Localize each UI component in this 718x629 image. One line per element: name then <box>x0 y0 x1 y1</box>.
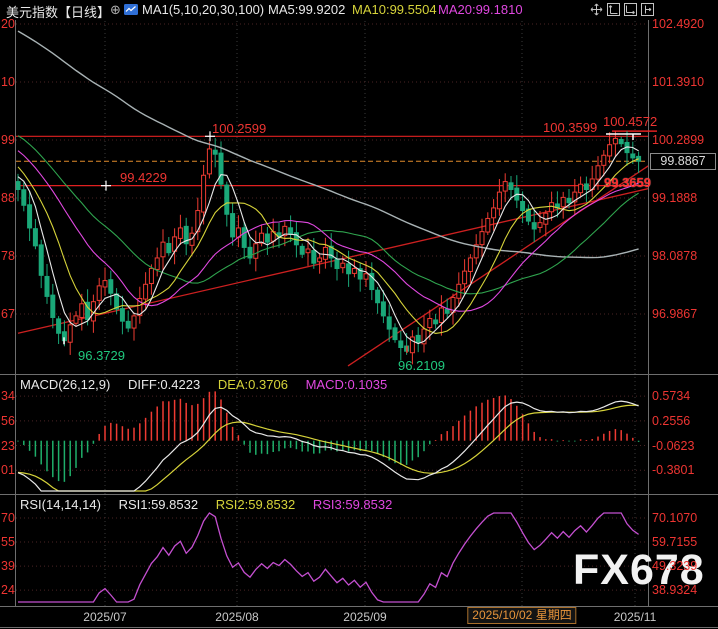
header-bar: 美元指数【日线】 ⊕ MA1(5,10,20,30,100) MA5:99.92… <box>0 0 718 20</box>
clipped-axis-label: 78 <box>1 248 15 263</box>
clipped-axis-label: 24 <box>1 583 15 598</box>
macd-header: MACD(26,12,9) DIFF:0.4223 DEA:0.3706 MAC… <box>20 377 401 392</box>
rsi-header: RSI(14,14,14) RSI1:59.8532 RSI2:59.8532 … <box>20 497 406 512</box>
date-label: 2025/10/02 星期四 <box>467 607 577 624</box>
rsi-params-label: RSI(14,14,14) <box>20 497 101 512</box>
clipped-axis-label: 39 <box>1 559 15 574</box>
pivot-high-label-2: 100.4572 <box>603 114 658 130</box>
price-axis-label: 96.9867 <box>652 306 698 321</box>
clipped-axis-label: 99 <box>1 132 15 147</box>
clipped-axis-label: 88 <box>1 190 15 205</box>
price-axis-label: 102.4920 <box>652 17 705 31</box>
clipped-axis-label: 56 <box>1 413 15 428</box>
pan-icon[interactable] <box>590 3 603 16</box>
current-price-box: 99.8867 <box>650 153 716 171</box>
macd-axis-label: 0.2556 <box>652 413 691 428</box>
price-axis-label: 98.0878 <box>652 248 698 263</box>
rsi2-value: RSI2:59.8532 <box>215 497 296 512</box>
rsi-axis-label: 49.3239 <box>652 559 698 574</box>
date-label: 2025/11 <box>613 610 657 624</box>
ma10-value: MA10:99.5504 <box>352 2 437 17</box>
rsi-axis-label: 38.9324 <box>652 583 698 598</box>
rsi-axis-label: 59.7155 <box>652 535 698 550</box>
macd-axis-label: 0.5734 <box>652 389 691 404</box>
date-label: 2025/09 <box>343 610 387 624</box>
y-axis-scale-icon[interactable] <box>607 3 620 16</box>
macd-dea-value: DEA:0.3706 <box>217 377 288 392</box>
ma-settings-label: MA1(5,10,20,30,100) <box>142 2 265 17</box>
price-axis-label: 100.2899 <box>652 132 705 147</box>
pivot-low-label-1: 96.3729 <box>78 348 125 364</box>
date-label: 2025/08 <box>215 610 259 624</box>
price-axis-label: 101.3910 <box>652 74 705 89</box>
clipped-axis-label: 34 <box>1 389 15 404</box>
trendline-value-tag: 99.3659 <box>604 174 651 190</box>
rsi-axis-label: 70.1070 <box>652 511 698 525</box>
macd-params-label: MACD(26,12,9) <box>20 377 111 392</box>
clipped-axis-label: 70 <box>1 511 15 525</box>
macd-diff-value: DIFF:0.4223 <box>127 377 201 392</box>
pan-right-icon[interactable] <box>641 3 654 16</box>
ma20-value: MA20:99.1810 <box>438 2 523 17</box>
macd-axis-label: -0.3801 <box>652 463 695 478</box>
pivot-high-label-1: 100.2599 <box>212 120 267 136</box>
clipped-axis-label: 55 <box>1 535 15 550</box>
date-label: 2025/07 <box>83 610 127 624</box>
x-axis-scale-icon[interactable] <box>624 3 637 16</box>
clipped-axis-label: 01 <box>1 463 15 478</box>
pivot-low-label-2: 96.2109 <box>398 357 445 373</box>
support-line-label: 99.4229 <box>120 169 167 185</box>
chart-style-icon[interactable] <box>124 4 138 15</box>
clipped-axis-label: 23 <box>1 438 15 453</box>
clipped-axis-label: 67 <box>1 306 15 321</box>
ma5-value: MA5:99.9202 <box>268 2 346 17</box>
resistance-line-label: 100.3599 <box>543 120 598 136</box>
clipped-axis-label: 20 <box>1 17 15 31</box>
rsi1-value: RSI1:59.8532 <box>118 497 199 512</box>
macd-axis-label: -0.0623 <box>652 438 695 453</box>
rsi3-value: RSI3:59.8532 <box>312 497 393 512</box>
fx678-watermark: FX678 <box>573 546 705 594</box>
price-axis-label: 99.1888 <box>652 190 698 205</box>
add-indicator-icon[interactable]: ⊕ <box>110 2 121 17</box>
instrument-title: 美元指数【日线】 <box>6 5 111 20</box>
macd-macd-value: MACD:0.1035 <box>305 377 388 392</box>
clipped-axis-label: 10 <box>1 74 15 89</box>
